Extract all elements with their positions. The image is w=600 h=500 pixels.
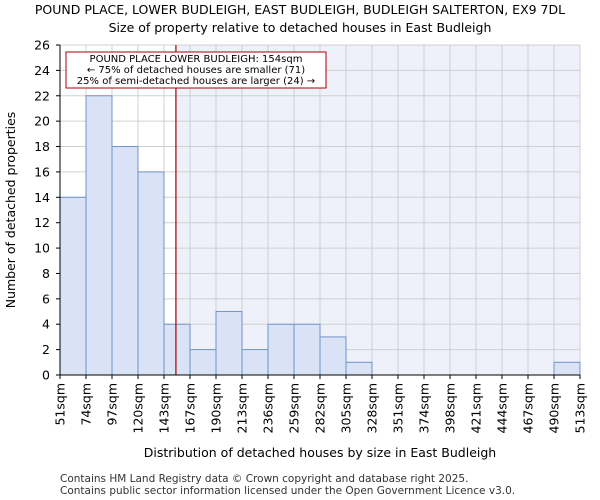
y-tick-label: 22 [34, 88, 50, 103]
larger-region-shade [175, 45, 580, 375]
histogram-bar [163, 323, 191, 376]
y-tick-label: 4 [42, 317, 50, 332]
y-tick-label: 8 [42, 266, 50, 281]
x-tick-label: 374sqm [417, 383, 432, 433]
y-tick-label: 0 [42, 368, 50, 383]
y-tick-label: 10 [34, 241, 50, 256]
x-tick-label: 97sqm [105, 383, 120, 426]
x-tick-label: 351sqm [391, 383, 406, 433]
x-tick-label: 328sqm [365, 383, 380, 433]
y-axis-label: Number of detached properties [3, 112, 18, 309]
histogram-bar [59, 196, 87, 376]
y-tick-label: 2 [42, 342, 50, 357]
chart-title-line1: POUND PLACE, LOWER BUDLEIGH, EAST BUDLEI… [34, 2, 566, 17]
histogram-bar [111, 146, 139, 376]
x-tick-label: 467sqm [521, 383, 536, 433]
histogram-bar [267, 323, 295, 376]
histogram-bar [85, 95, 113, 376]
x-tick-label: 190sqm [209, 383, 224, 433]
x-tick-label: 120sqm [131, 383, 146, 433]
x-tick-label: 398sqm [443, 383, 458, 433]
histogram-bar [241, 349, 269, 376]
x-tick-label: 444sqm [495, 383, 510, 433]
footer-licence: Contains public sector information licen… [60, 485, 516, 497]
x-tick-label: 305sqm [339, 383, 354, 433]
y-tick-label: 20 [34, 114, 50, 129]
footer-copyright: Contains HM Land Registry data © Crown c… [60, 473, 469, 485]
x-tick-label: 421sqm [469, 383, 484, 433]
annotation-line3: 25% of semi-detached houses are larger (… [77, 76, 315, 87]
x-tick-label: 213sqm [235, 383, 250, 433]
x-tick-label: 490sqm [547, 383, 562, 433]
y-tick-label: 18 [34, 139, 50, 154]
annotation-line2: ← 75% of detached houses are smaller (71… [87, 65, 305, 76]
x-tick-label: 236sqm [261, 383, 276, 433]
x-tick-label: 167sqm [183, 383, 198, 433]
histogram-bar [319, 336, 347, 376]
x-tick-label: 51sqm [53, 383, 68, 426]
annotation-line1: POUND PLACE LOWER BUDLEIGH: 154sqm [90, 54, 303, 65]
y-tick-label: 16 [34, 164, 50, 179]
histogram-bar [345, 361, 373, 376]
x-tick-label: 74sqm [79, 383, 94, 426]
histogram-bar [553, 361, 581, 376]
y-tick-label: 26 [34, 38, 50, 53]
x-tick-label: 282sqm [313, 383, 328, 433]
x-axis-label: Distribution of detached houses by size … [144, 445, 496, 460]
histogram-bar [293, 323, 321, 376]
histogram-bar [189, 349, 217, 376]
chart-title-line2: Size of property relative to detached ho… [108, 20, 492, 35]
annotation-box: POUND PLACE LOWER BUDLEIGH: 154sqm ← 75%… [65, 51, 327, 89]
histogram-bar [137, 171, 165, 376]
x-tick-label: 143sqm [157, 383, 172, 433]
y-tick-label: 14 [34, 190, 50, 205]
histogram-bar [215, 311, 243, 376]
x-tick-label: 513sqm [573, 383, 588, 433]
y-tick-label: 12 [34, 215, 50, 230]
y-tick-label: 6 [42, 291, 50, 306]
y-tick-label: 24 [34, 63, 50, 78]
x-tick-label: 259sqm [287, 383, 302, 433]
